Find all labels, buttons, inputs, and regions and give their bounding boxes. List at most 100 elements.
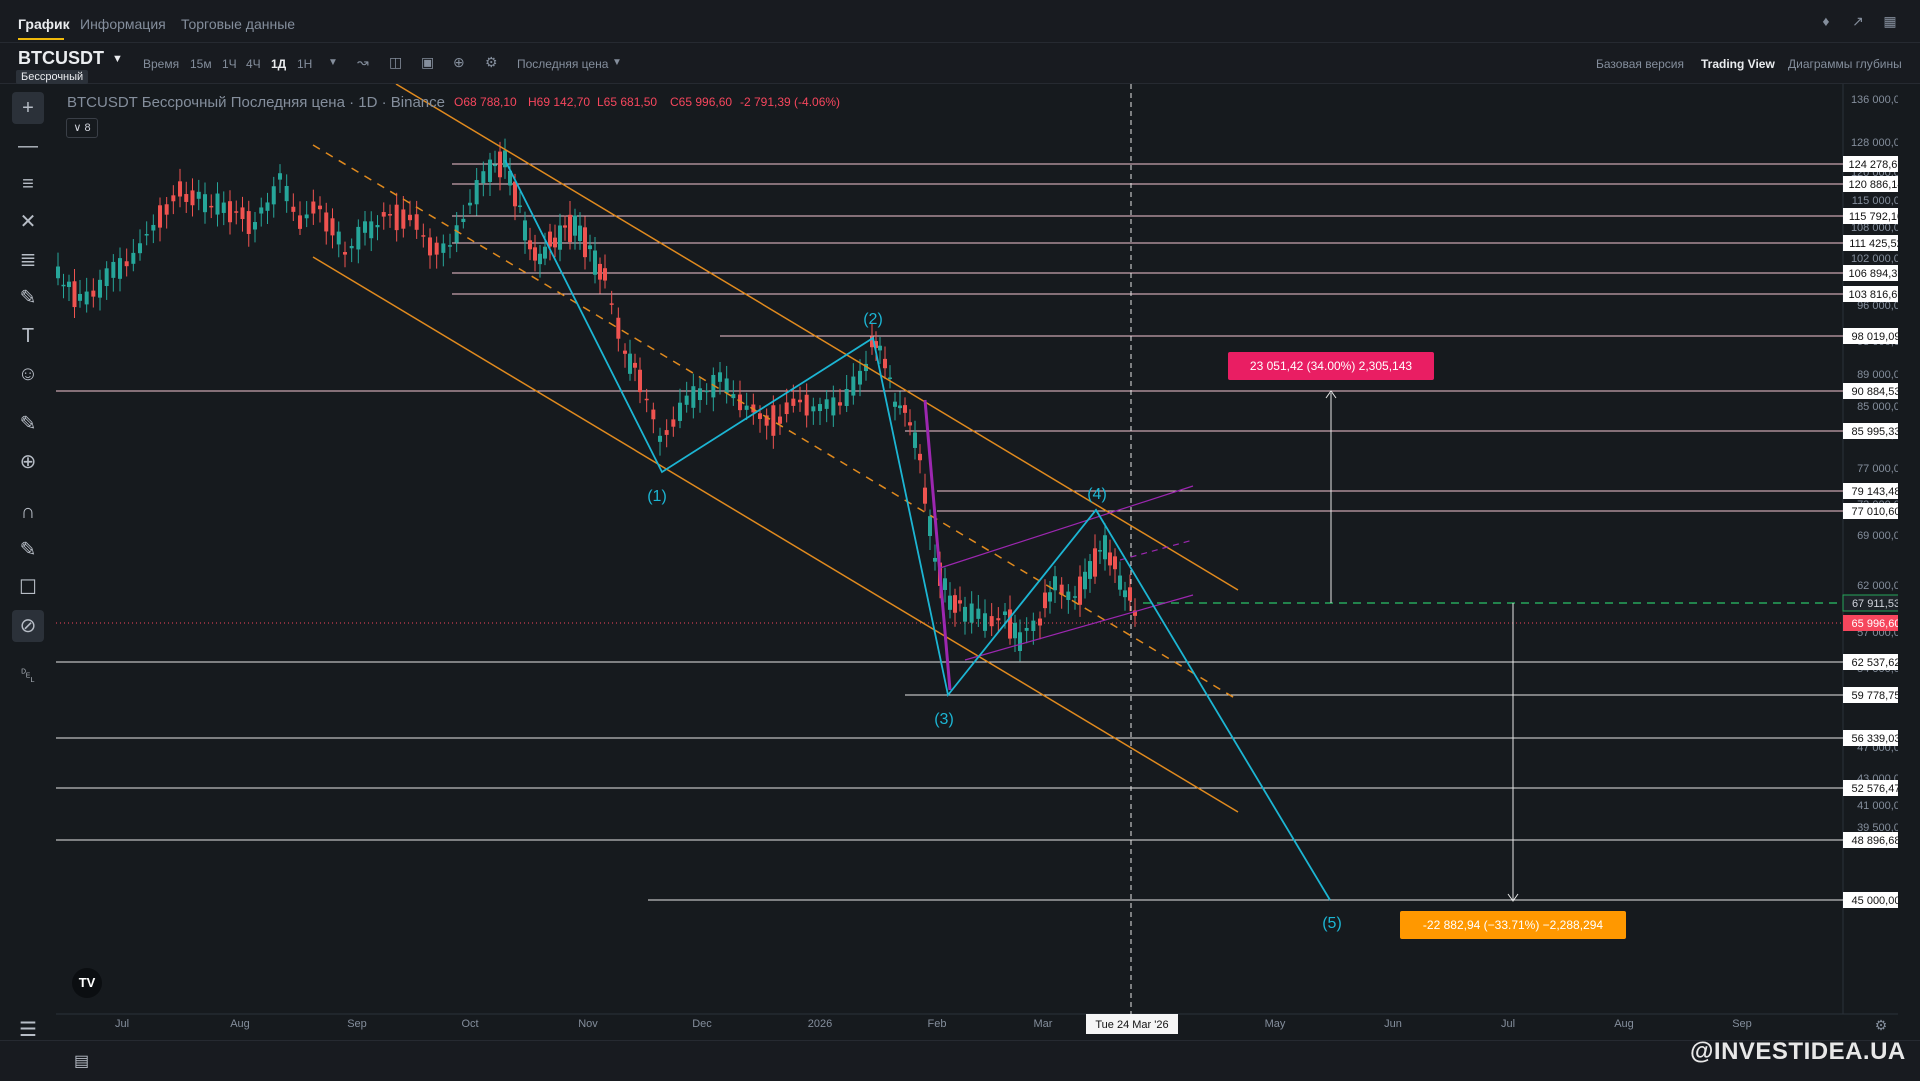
candle-body bbox=[583, 227, 587, 258]
candle-body bbox=[598, 263, 602, 280]
projection-icon[interactable]: ≣ bbox=[19, 249, 37, 271]
candle-body bbox=[481, 171, 486, 184]
candle-body bbox=[543, 246, 547, 259]
candle-body bbox=[111, 261, 116, 278]
candle-body bbox=[711, 374, 716, 398]
date-range-icon[interactable]: ▤ bbox=[74, 1053, 90, 1070]
expand-icon[interactable]: ↗ bbox=[1852, 13, 1864, 29]
candle-body bbox=[593, 250, 597, 275]
candle-body bbox=[394, 204, 399, 231]
hide-drawings-icon[interactable]: ⊘ bbox=[12, 610, 44, 642]
lock-drawing-icon[interactable]: ✎ bbox=[19, 539, 37, 561]
interval-1d[interactable]: 1Д bbox=[271, 57, 287, 71]
measure-down-label: -22 882,94 (−33.71%) −2,288,294 bbox=[1423, 918, 1603, 932]
settings-icon[interactable]: ⚙ bbox=[485, 54, 498, 70]
candle-body bbox=[1093, 548, 1097, 577]
pattern-icon[interactable]: ✕ bbox=[19, 211, 37, 233]
price-level-tag bbox=[1843, 383, 1898, 399]
price-axis-label: 39 500,00 bbox=[1857, 822, 1898, 834]
interval-more-icon[interactable]: ▼ bbox=[328, 57, 338, 68]
camera-icon[interactable]: ▣ bbox=[421, 54, 435, 70]
price-level-label: 77 010,60 bbox=[1852, 506, 1898, 518]
candle-body bbox=[1024, 627, 1029, 631]
candle-body bbox=[104, 268, 109, 287]
symbol-title[interactable]: BTCUSDT bbox=[18, 48, 104, 68]
magnet-icon[interactable]: ∩ bbox=[20, 501, 36, 523]
channel-lower-line bbox=[312, 256, 1239, 813]
symbol-dropdown-icon[interactable]: ▼ bbox=[112, 53, 123, 65]
candle-body bbox=[401, 209, 406, 229]
interval-15m[interactable]: 15м bbox=[190, 57, 212, 71]
candle-body bbox=[291, 206, 296, 212]
interval-1w[interactable]: 1Н bbox=[297, 57, 313, 71]
zoom-icon[interactable]: ⊕ bbox=[19, 451, 37, 473]
candle-body bbox=[623, 350, 627, 354]
candle-body bbox=[363, 221, 367, 233]
candle-body bbox=[336, 231, 341, 245]
candle-body bbox=[1103, 535, 1107, 560]
triangle-lower-line bbox=[964, 594, 1194, 661]
interval-1h[interactable]: 1Ч bbox=[222, 57, 237, 71]
candle-body bbox=[628, 353, 632, 374]
candle-body bbox=[1123, 590, 1127, 598]
candle-body bbox=[284, 186, 289, 202]
candle-body bbox=[67, 281, 71, 288]
candle-body bbox=[671, 419, 676, 427]
brush-icon[interactable]: ✎ bbox=[19, 287, 37, 309]
candle-body bbox=[958, 600, 962, 604]
layers-icon[interactable]: ☰ bbox=[19, 1019, 37, 1041]
tab-info[interactable]: Информация bbox=[80, 16, 166, 32]
layout-grid-icon[interactable]: ▦ bbox=[1883, 13, 1897, 29]
candle-body bbox=[704, 390, 709, 393]
crosshair-icon[interactable]: + bbox=[12, 92, 44, 124]
view-tradingview[interactable]: Trading View bbox=[1701, 57, 1775, 71]
measure-up-tag bbox=[1228, 352, 1434, 380]
candle-body bbox=[138, 243, 142, 254]
price-type-caret-icon[interactable]: ▼ bbox=[612, 57, 622, 68]
indicators-icon[interactable]: ↝ bbox=[357, 54, 369, 70]
candle-body bbox=[874, 341, 878, 348]
channel-upper-line bbox=[395, 84, 1239, 591]
time-label[interactable]: Время bbox=[143, 57, 180, 71]
candle-body bbox=[265, 202, 270, 211]
candle-body bbox=[414, 214, 419, 230]
candle-body bbox=[718, 372, 722, 382]
time-axis-label: May bbox=[1265, 1018, 1286, 1030]
fib-icon[interactable]: ≡ bbox=[22, 173, 34, 195]
time-axis-label: 2026 bbox=[808, 1018, 832, 1030]
view-depth[interactable]: Диаграммы глубины bbox=[1788, 57, 1902, 71]
lock-icon[interactable]: ☐ bbox=[19, 577, 37, 599]
trendline-icon[interactable]: — bbox=[18, 135, 38, 157]
indicators-toggle[interactable]: ∨ 8 bbox=[66, 118, 98, 138]
emoji-icon[interactable]: ☺ bbox=[17, 363, 39, 385]
price-level-label: 52 576,47 bbox=[1852, 783, 1898, 795]
candle-body bbox=[118, 258, 122, 279]
tab-chart[interactable]: График bbox=[18, 16, 70, 32]
price-type-select[interactable]: Последняя цена bbox=[517, 57, 609, 71]
interval-4h[interactable]: 4Ч bbox=[246, 57, 261, 71]
text-icon[interactable]: T bbox=[21, 325, 35, 347]
chart-area[interactable]: 136 000,00128 000,00120 000,00115 000,00… bbox=[56, 84, 1898, 1040]
candle-body bbox=[588, 245, 592, 250]
add-icon[interactable]: ⊕ bbox=[453, 54, 465, 70]
price-chart-svg[interactable]: 136 000,00128 000,00120 000,00115 000,00… bbox=[56, 84, 1898, 1040]
candle-body bbox=[883, 358, 887, 369]
ruler-icon[interactable]: ✎ bbox=[19, 413, 37, 435]
candle-body bbox=[568, 214, 572, 242]
trash-icon[interactable]: ␡ bbox=[20, 665, 36, 687]
candle-body bbox=[1098, 550, 1102, 552]
ohlc-open: O68 788,10 bbox=[454, 95, 517, 109]
candle-body bbox=[1066, 591, 1071, 600]
price-level-tag bbox=[1843, 176, 1898, 192]
view-basic[interactable]: Базовая версия bbox=[1596, 57, 1684, 71]
candle-body bbox=[468, 202, 472, 206]
candles-icon[interactable]: ◫ bbox=[389, 54, 403, 70]
candle-body bbox=[538, 253, 542, 265]
candle-body bbox=[616, 317, 621, 339]
tab-trading-data[interactable]: Торговые данные bbox=[181, 16, 296, 32]
bell-icon[interactable]: ♦ bbox=[1822, 13, 1830, 29]
price-level-label: 85 995,33 bbox=[1852, 426, 1898, 438]
candle-body bbox=[253, 222, 257, 230]
candle-body bbox=[56, 266, 60, 279]
candle-body bbox=[1008, 609, 1012, 639]
